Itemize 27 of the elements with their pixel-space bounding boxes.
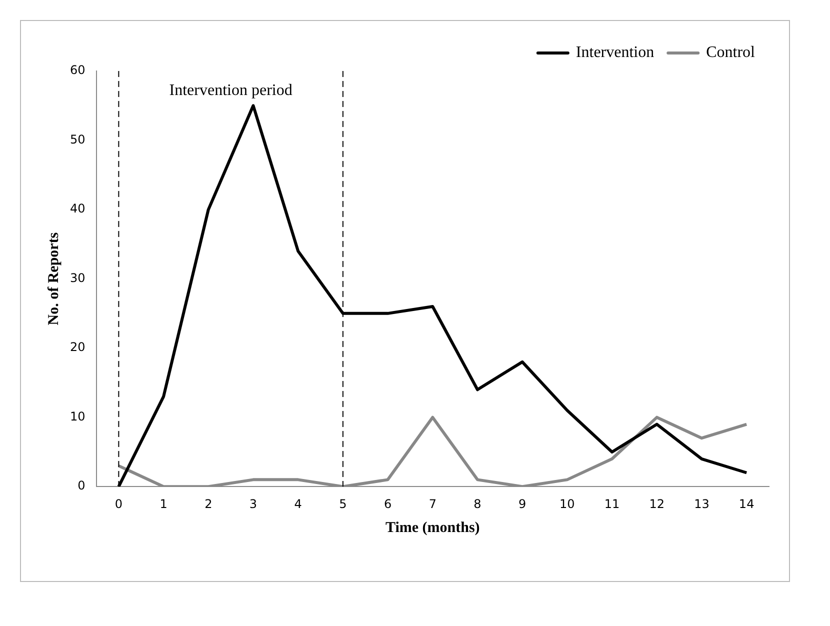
x-tick-label: 7: [428, 496, 436, 511]
y-tick-label: 30: [70, 270, 86, 285]
x-tick-label: 13: [694, 496, 710, 511]
x-axis-title: Time (months): [385, 520, 480, 536]
legend-label: Intervention: [576, 44, 654, 62]
x-tick-label: 6: [384, 496, 392, 511]
x-tick-label: 9: [518, 496, 526, 511]
x-tick-label: 0: [114, 496, 123, 511]
x-tick-label: 3: [249, 496, 258, 511]
x-tick-label: 1: [160, 496, 168, 511]
annotation: Intervention period: [169, 82, 292, 100]
y-tick-label: 60: [70, 63, 86, 78]
x-tick-label: 14: [738, 496, 754, 511]
x-tick-label: 5: [339, 496, 347, 511]
y-tick-label: 40: [70, 202, 86, 216]
x-tick-label: 10: [560, 496, 575, 511]
y-tick-label: 50: [70, 132, 86, 146]
y-tick-label: 10: [70, 409, 86, 424]
x-tick-label: 4: [294, 496, 302, 511]
x-tick-label: 2: [204, 496, 212, 511]
y-tick-label: 0: [78, 478, 86, 493]
y-axis-title: No. of Reports: [46, 232, 62, 326]
legend-label: Control: [706, 44, 756, 62]
x-tick-label: 11: [604, 496, 620, 511]
x-tick-label: 8: [474, 496, 482, 511]
x-tick-label: 12: [649, 496, 665, 511]
y-tick-label: 20: [70, 340, 86, 354]
